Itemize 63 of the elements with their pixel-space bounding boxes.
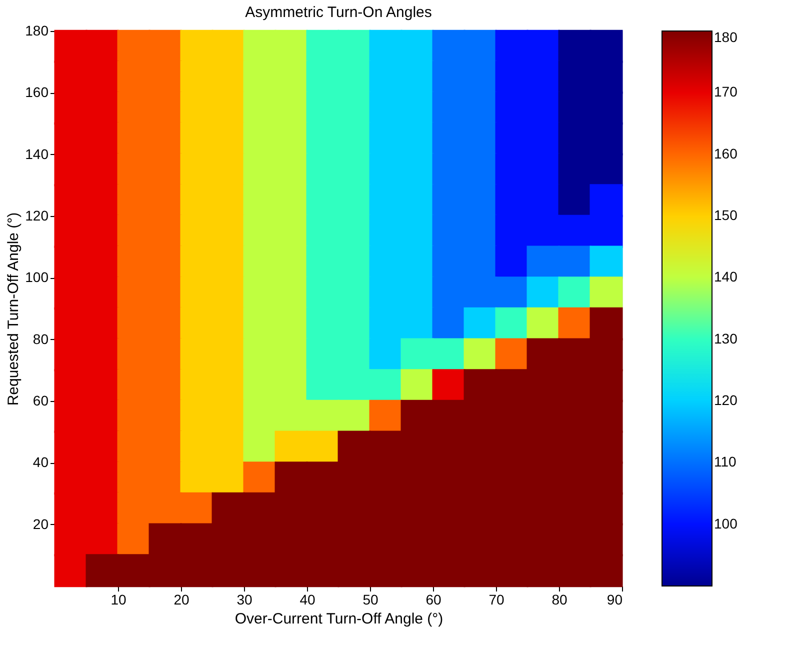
point (400, 554, 434, 588)
point (495, 214, 528, 248)
color-bar-label: 150 (714, 207, 738, 223)
y-tick-label: 140 (25, 146, 49, 162)
x-tick-label: 20 (174, 592, 190, 608)
point (369, 554, 402, 588)
point (590, 214, 623, 248)
point (526, 554, 560, 588)
point (464, 554, 497, 588)
x-tick-label: 50 (362, 592, 378, 608)
color-bar-label: 160 (714, 145, 738, 162)
point (212, 554, 245, 588)
color-bar-label: 140 (714, 268, 738, 285)
point (243, 492, 276, 526)
point (274, 492, 308, 526)
point (590, 369, 623, 402)
point (590, 523, 623, 556)
x-tick-label: 60 (426, 592, 442, 608)
y-tick-label: 120 (25, 208, 49, 224)
x-tick-label: 30 (236, 592, 252, 608)
y-tick-label: 160 (25, 84, 49, 100)
point (590, 430, 623, 464)
y-tick-label: 80 (32, 330, 49, 347)
x-tick-label: 10 (110, 592, 126, 608)
point (400, 400, 434, 433)
color-bar-label: 170 (714, 84, 738, 100)
point (243, 554, 276, 588)
point (590, 492, 623, 526)
x-tick-label: 90 (606, 592, 623, 608)
chart-title: Asymmetric Turn-On Angles (245, 4, 432, 21)
color-bar-label: 180 (714, 29, 738, 45)
point (558, 214, 592, 248)
point (590, 400, 623, 433)
point (558, 554, 592, 588)
x-axis-title: Over-Current Turn-Off Angle (°) (234, 610, 444, 628)
point (526, 214, 560, 248)
point (590, 184, 623, 218)
point (306, 554, 340, 588)
point (432, 400, 466, 433)
point (432, 554, 466, 588)
y-tick-label: 180 (25, 22, 49, 38)
color-bar-label: 110 (714, 454, 737, 470)
color-bar-label: 130 (714, 330, 738, 346)
y-tick-label: 20 (32, 516, 49, 532)
point (212, 492, 245, 526)
y-tick-label: 40 (32, 454, 49, 470)
point (590, 554, 623, 588)
y-tick-label: 60 (32, 392, 49, 408)
point (590, 462, 623, 495)
point (274, 554, 308, 588)
y-tick-label: 100 (25, 269, 49, 286)
point (180, 554, 214, 588)
point (148, 554, 182, 588)
color-bar-label: 100 (714, 515, 738, 532)
point (495, 554, 528, 588)
point (86, 554, 119, 588)
point (117, 554, 150, 588)
point (338, 554, 371, 588)
x-tick-label: 80 (552, 592, 568, 608)
y-axis-title: Requested Turn-Off Angle (°) (5, 212, 22, 406)
x-tick-label: 40 (300, 592, 316, 608)
x-tick-label: 70 (488, 592, 504, 608)
color-bar-label: 120 (714, 392, 738, 408)
